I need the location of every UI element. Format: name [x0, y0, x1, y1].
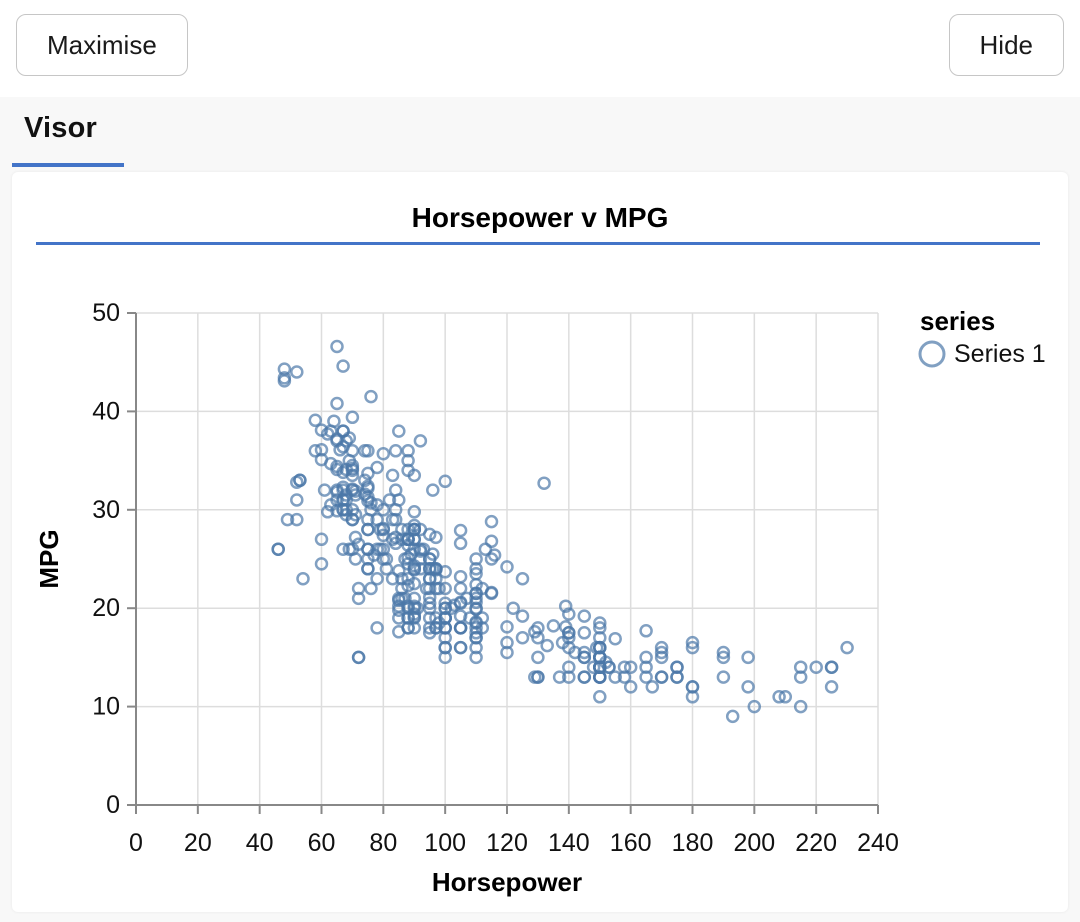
svg-text:220: 220: [795, 829, 837, 857]
svg-text:20: 20: [184, 829, 212, 857]
data-points: [271, 339, 854, 724]
chart-card: Horsepower v MPG 0 20 40 60 80 100 120 140 160 18…: [12, 172, 1068, 912]
x-axis-tick-labels: 0 20 40 60 80 100 120 140 160 180 200 220 240: [129, 829, 899, 857]
svg-text:100: 100: [424, 829, 466, 857]
gridlines: [135, 312, 879, 806]
svg-text:0: 0: [106, 791, 120, 819]
hide-button[interactable]: Hide: [948, 14, 1064, 76]
svg-text:140: 140: [548, 829, 590, 857]
svg-text:MPG: MPG: [34, 529, 64, 588]
svg-text:20: 20: [92, 594, 120, 622]
svg-text:10: 10: [92, 693, 120, 721]
y-axis-tick-labels: 0 10 20 30 40 50: [92, 299, 120, 819]
chart-title: Horsepower v MPG: [411, 202, 669, 233]
visor-panel: Visor Horsepower v MPG 0 20 40 60 80 100 120 14…: [0, 97, 1080, 922]
svg-text:30: 30: [92, 496, 120, 524]
x-axis-title: Horsepower: [432, 867, 582, 897]
y-axis-title: MPG: [34, 529, 64, 588]
scatter-plot: 0 20 40 60 80 100 120 140 160 180 200 220 240 0 10 20 30…: [34, 299, 1046, 897]
svg-text:40: 40: [246, 829, 274, 857]
legend-symbol-icon: [918, 340, 946, 368]
legend-entry-label: Series 1: [954, 340, 1046, 368]
svg-text:180: 180: [672, 829, 714, 857]
svg-text:Horsepower: Horsepower: [432, 867, 582, 897]
svg-text:160: 160: [610, 829, 652, 857]
svg-text:40: 40: [92, 397, 120, 425]
svg-text:50: 50: [92, 299, 120, 327]
svg-text:120: 120: [486, 829, 528, 857]
svg-text:200: 200: [733, 829, 775, 857]
visor-toolbar: Maximise Hide: [0, 0, 1080, 97]
svg-text:0: 0: [129, 829, 143, 857]
svg-text:60: 60: [308, 829, 336, 857]
svg-text:240: 240: [857, 829, 899, 857]
axes: [127, 312, 879, 814]
maximise-button[interactable]: Maximise: [16, 14, 188, 76]
tab-active-indicator: [12, 163, 124, 167]
chart-title-rule: [36, 242, 1040, 245]
tab-visor[interactable]: Visor: [24, 112, 98, 144]
legend-title: series: [920, 306, 995, 336]
legend: series Series 1: [918, 306, 1046, 368]
svg-text:80: 80: [369, 829, 397, 857]
